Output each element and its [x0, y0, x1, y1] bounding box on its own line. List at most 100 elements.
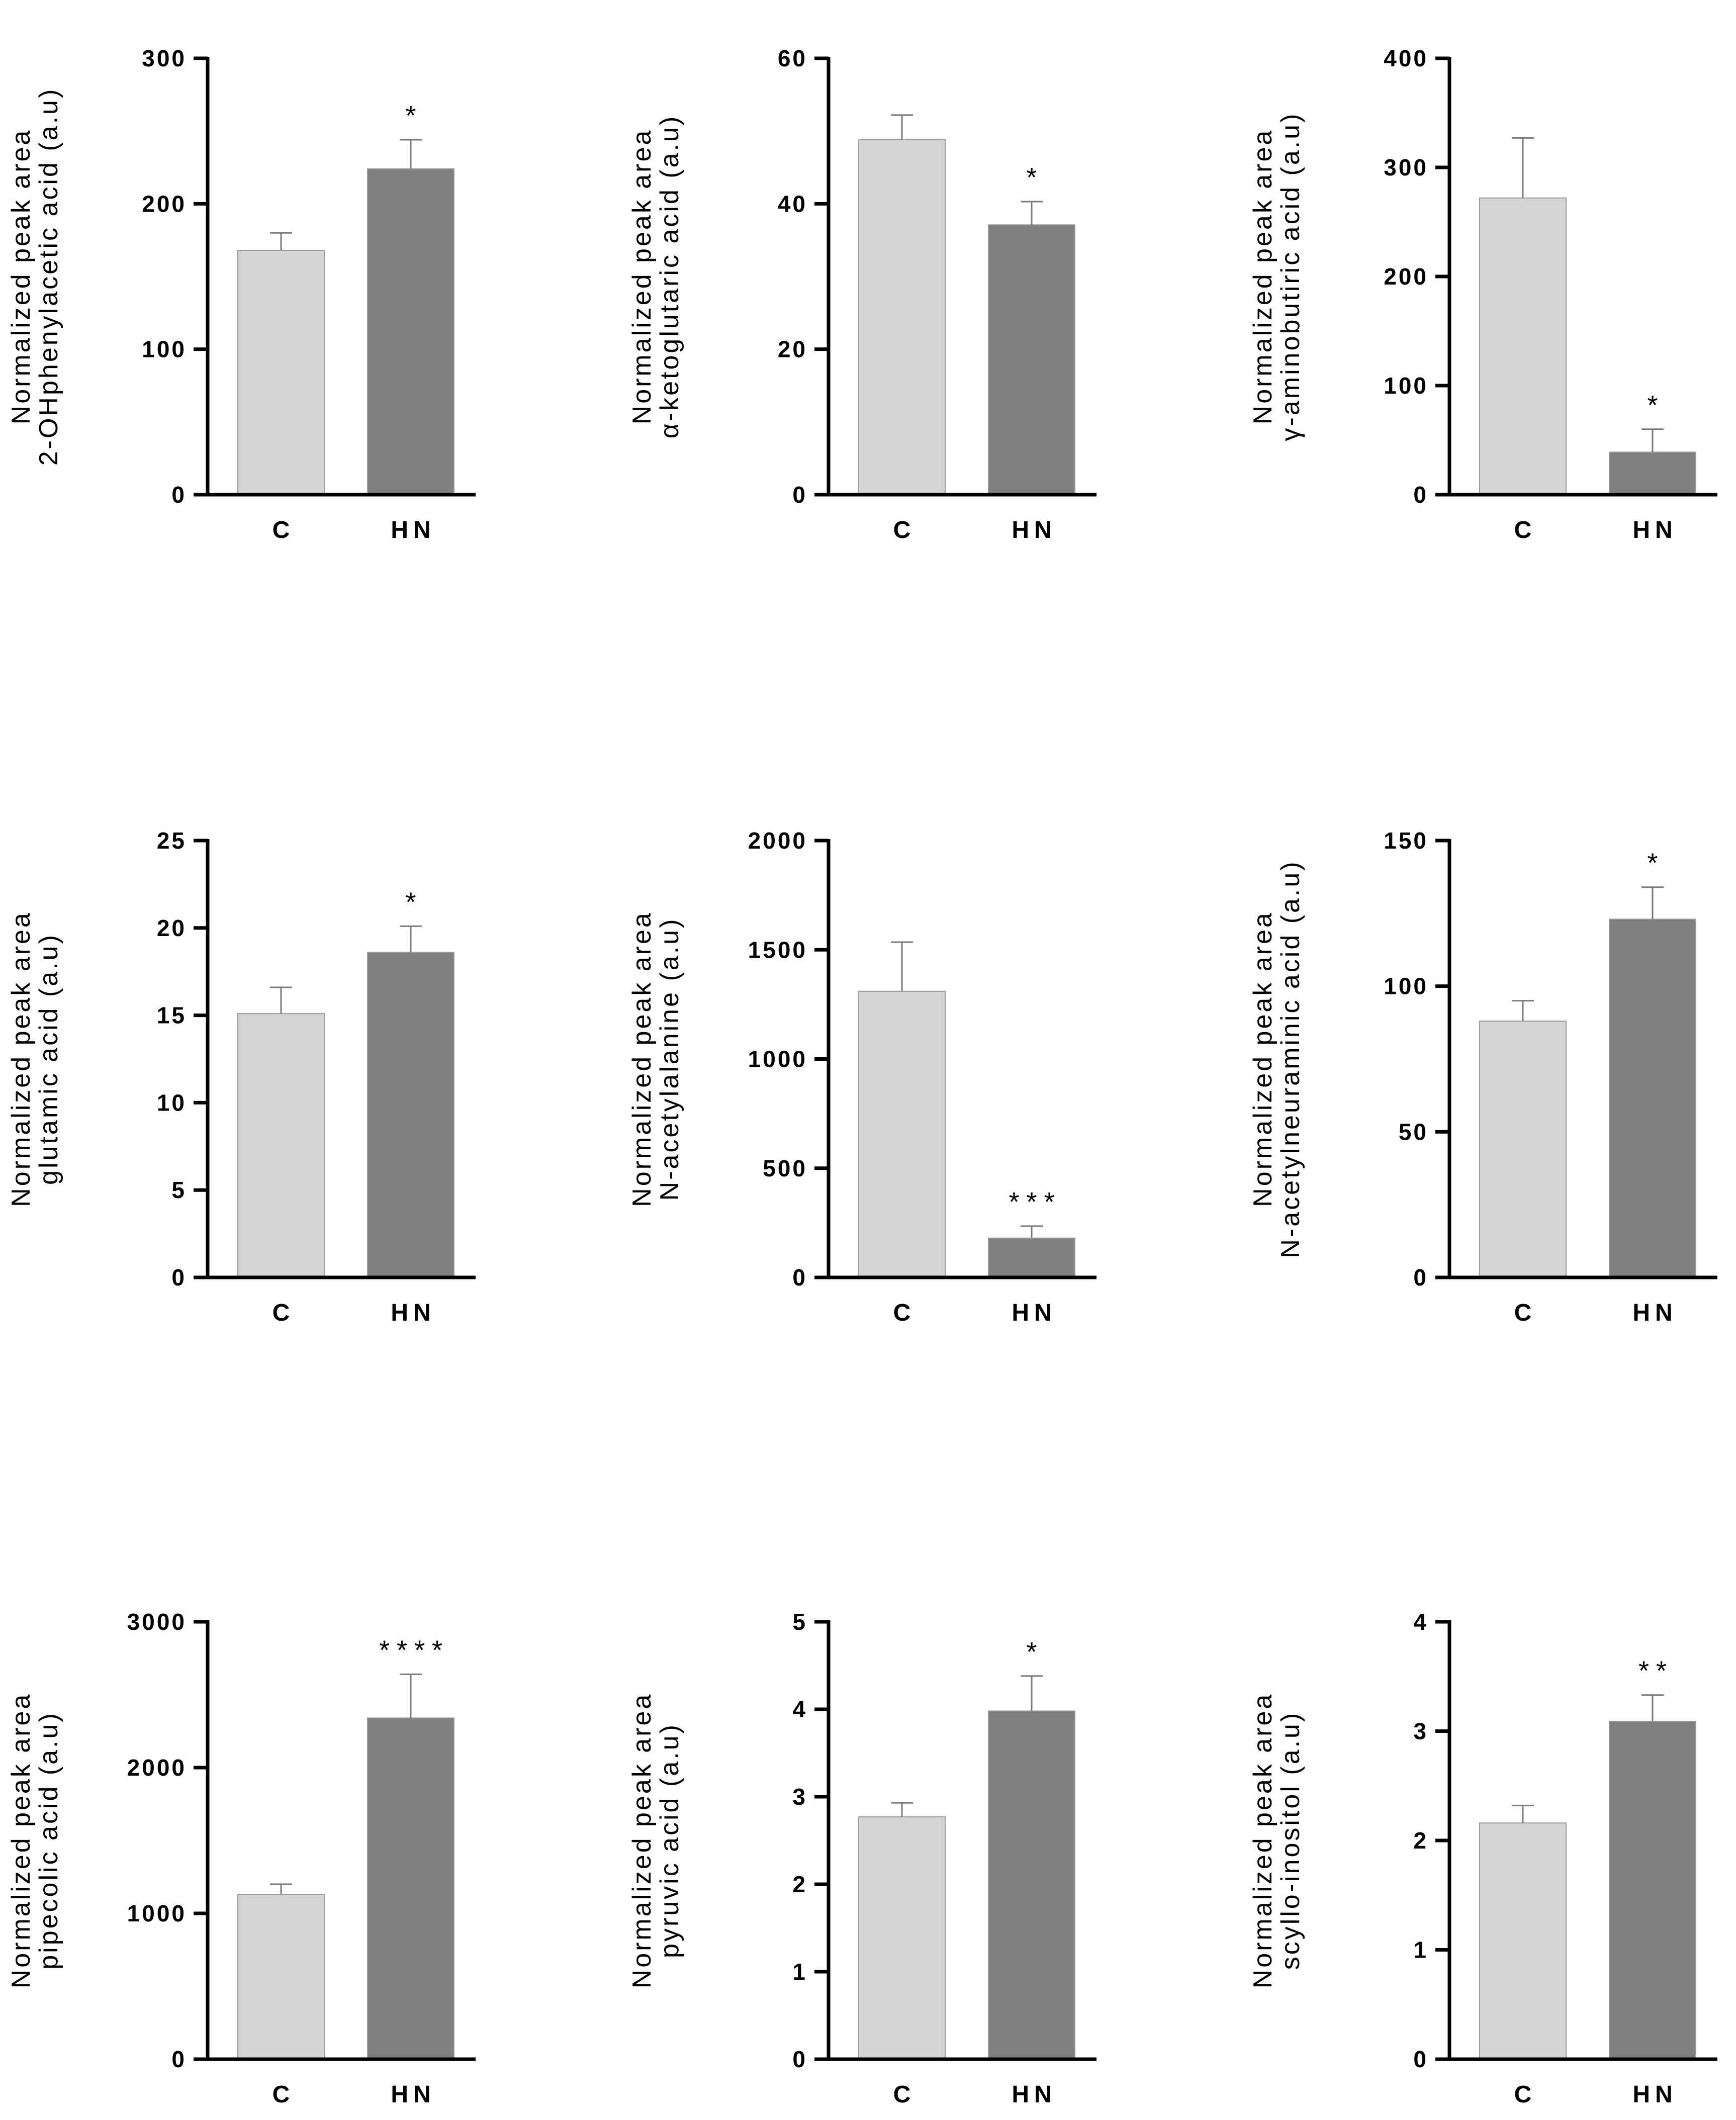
y-tick-label: 5 — [792, 1609, 807, 1635]
y-axis-label: Normalized peak area — [1248, 129, 1277, 425]
x-tick-label: HN — [1632, 517, 1677, 543]
bar-HN — [988, 1237, 1075, 1278]
significance-label: **** — [379, 1635, 449, 1665]
significance-label: * — [1026, 162, 1044, 193]
y-tick-label: 150 — [1384, 827, 1428, 854]
x-tick-label: C — [893, 2081, 916, 2108]
error-bar-HN — [1021, 1675, 1043, 1711]
y-tick-label: 300 — [142, 45, 187, 71]
x-tick-label: C — [1514, 517, 1537, 543]
error-bar-C — [891, 941, 913, 991]
y-tick-label: 1000 — [127, 1900, 187, 1926]
y-tick-label: 1 — [792, 1959, 807, 1985]
error-bar-HN — [1641, 886, 1664, 919]
y-axis-label: Normalized peak area — [1248, 911, 1277, 1207]
y-tick-label: 100 — [142, 336, 187, 362]
y-tick-label: 0 — [792, 1264, 807, 1291]
significance-label: * — [1647, 390, 1665, 420]
error-bar-HN — [1021, 201, 1043, 225]
error-bar-HN — [1641, 428, 1664, 452]
bar-C — [237, 1013, 325, 1278]
significance-label: * — [1647, 848, 1665, 878]
x-tick-label: C — [893, 517, 916, 543]
y-tick-label: 20 — [157, 915, 187, 941]
bar-HN — [988, 224, 1075, 495]
y-tick-label: 4 — [1413, 1609, 1428, 1635]
y-tick-label: 20 — [778, 336, 807, 362]
y-tick-label: 50 — [1399, 1119, 1428, 1145]
error-bar-C — [1512, 1000, 1534, 1022]
y-axis-label: glutamic acid (a.u) — [34, 933, 63, 1185]
bar-HN — [1609, 918, 1696, 1278]
y-tick-label: 60 — [778, 45, 807, 71]
error-bar-HN — [1641, 1694, 1664, 1721]
y-tick-label: 40 — [778, 191, 807, 217]
y-tick-label: 400 — [1384, 45, 1428, 71]
y-tick-label: 1 — [1413, 1937, 1428, 1963]
bar-C — [237, 249, 325, 495]
y-tick-label: 200 — [1384, 263, 1428, 290]
error-bar-C — [1512, 137, 1534, 198]
bar-C — [1479, 1021, 1567, 1278]
y-tick-label: 2 — [792, 1871, 807, 1897]
y-tick-label: 0 — [171, 482, 187, 508]
error-bar-C — [891, 1802, 913, 1817]
x-tick-label: C — [272, 1300, 295, 1326]
y-tick-label: 2000 — [127, 1755, 187, 1781]
x-tick-label: C — [1514, 1300, 1537, 1326]
y-tick-label: 25 — [157, 827, 187, 854]
error-bar-C — [270, 986, 292, 1014]
y-tick-label: 4 — [792, 1696, 807, 1722]
y-tick-label: 300 — [1384, 154, 1428, 180]
significance-label: ** — [1638, 1656, 1674, 1686]
y-axis-label: Normalized peak area — [1248, 1693, 1277, 1989]
significance-label: * — [405, 887, 423, 917]
x-tick-label: HN — [391, 2081, 435, 2108]
significance-label: * — [405, 101, 423, 131]
y-tick-label: 0 — [1413, 482, 1428, 508]
x-tick-label: C — [1514, 2081, 1537, 2108]
y-tick-label: 0 — [1413, 2046, 1428, 2072]
error-bar-HN — [400, 139, 422, 169]
significance-label: *** — [1009, 1187, 1061, 1217]
y-axis-label: Normalized peak area — [627, 1693, 657, 1989]
error-bar-C — [270, 1883, 292, 1895]
x-tick-label: HN — [391, 1300, 435, 1326]
bar-C — [858, 1816, 946, 2060]
y-tick-label: 0 — [792, 482, 807, 508]
y-axis-label: scyllo-inositol (a.u) — [1276, 1711, 1305, 1970]
y-tick-label: 100 — [1384, 973, 1428, 999]
y-tick-label: 500 — [763, 1155, 807, 1181]
y-tick-label: 100 — [1384, 373, 1428, 399]
bar-HN — [367, 1717, 454, 2060]
bar-C — [237, 1894, 325, 2060]
x-tick-label: HN — [1012, 517, 1056, 543]
y-axis-label: Normalized peak area — [7, 1693, 36, 1989]
bar-HN — [367, 952, 454, 1278]
y-tick-label: 1000 — [748, 1046, 807, 1072]
x-tick-label: C — [272, 517, 295, 543]
y-axis-label: Normalized peak area — [627, 911, 657, 1207]
y-tick-label: 15 — [157, 1002, 187, 1029]
error-bar-HN — [400, 925, 422, 953]
y-tick-label: 3000 — [127, 1609, 187, 1635]
y-tick-label: 0 — [1413, 1264, 1428, 1291]
bar-HN — [1609, 1720, 1696, 2060]
error-bar-HN — [1021, 1225, 1043, 1238]
y-tick-label: 3 — [792, 1784, 807, 1810]
y-axis-label: 2-OHphenylacetic acid (a.u) — [34, 87, 63, 466]
y-axis-label: γ-aminobutiric acid (a.u) — [1276, 112, 1305, 441]
x-tick-label: HN — [1012, 2081, 1056, 2108]
y-tick-label: 200 — [142, 191, 187, 217]
y-axis-label: Normalized peak area — [7, 129, 36, 425]
y-tick-label: 2000 — [748, 827, 807, 854]
y-axis-label: Normalized peak area — [7, 911, 36, 1207]
bar-HN — [1609, 451, 1696, 495]
